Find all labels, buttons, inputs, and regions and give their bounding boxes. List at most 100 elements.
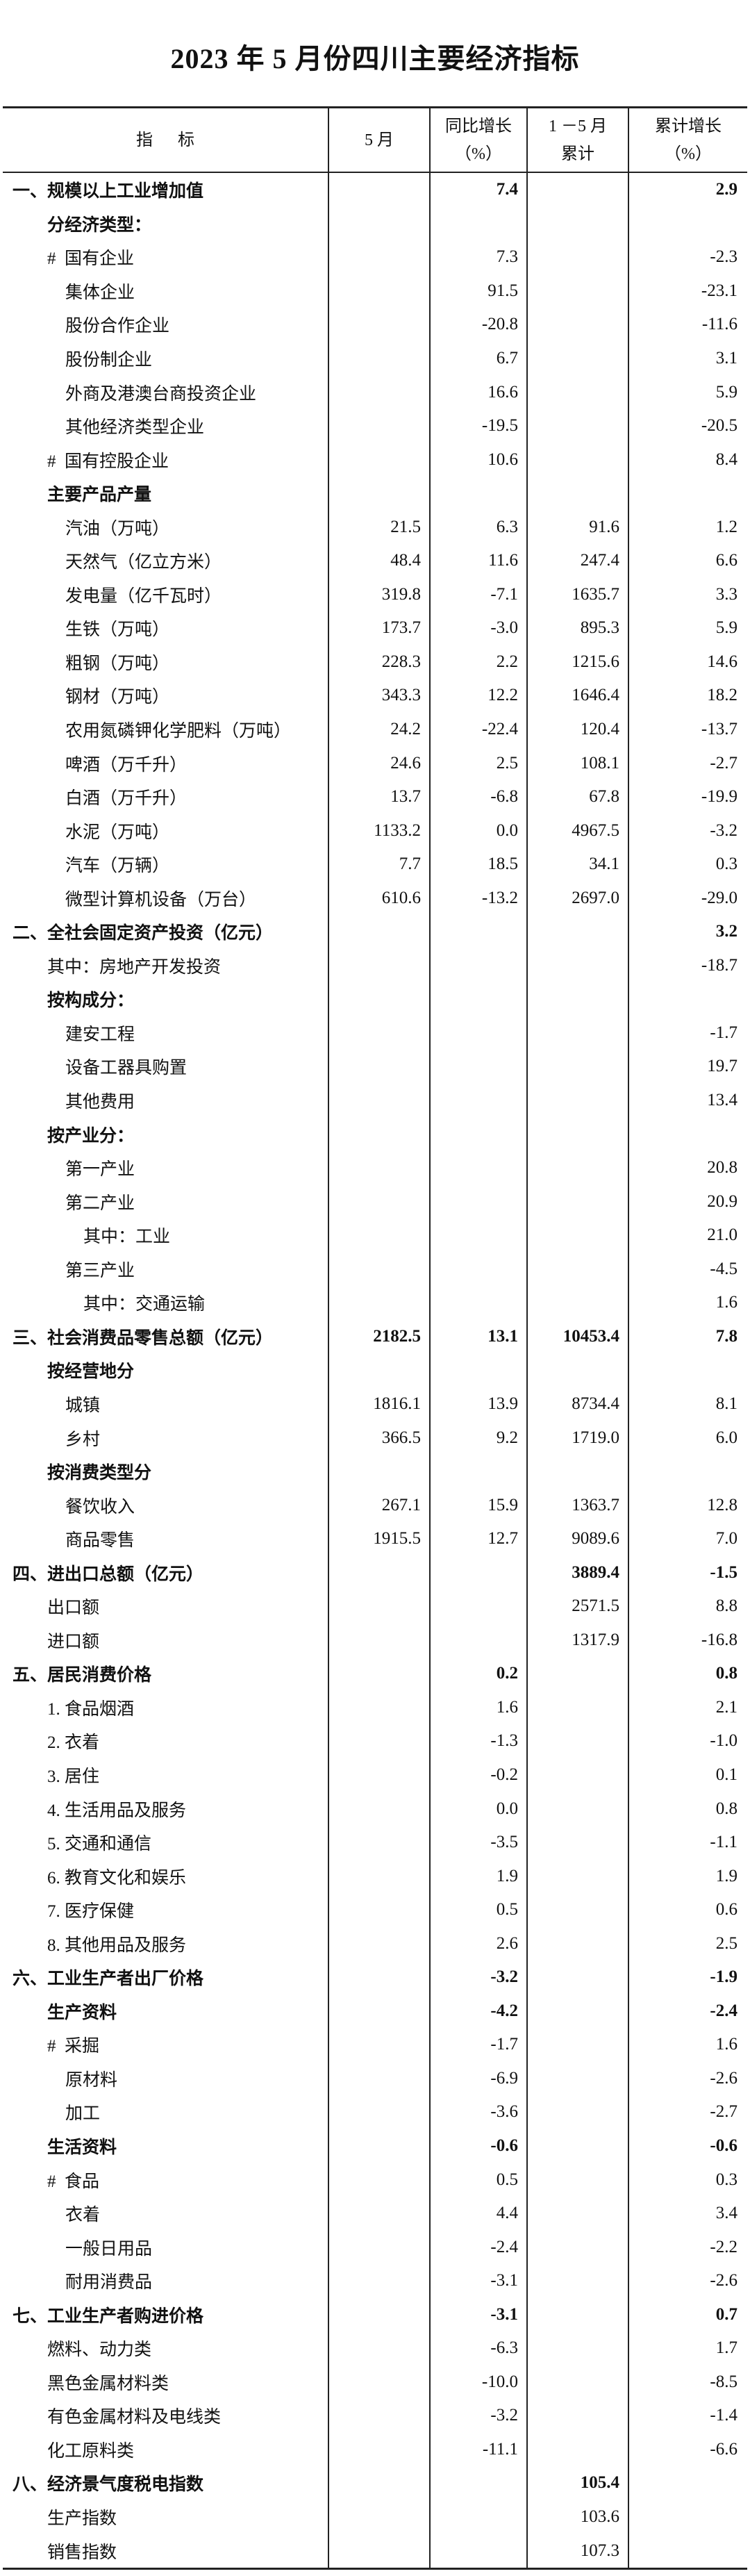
- row-label: 六、工业生产者出厂价格: [12, 1970, 204, 1989]
- row-label: 一、规模以上工业增加值: [12, 182, 204, 201]
- cell-yoy: [429, 476, 526, 511]
- cell-yoy: 0.0: [429, 1792, 526, 1826]
- cell-month: 1816.1: [328, 1387, 429, 1421]
- cell-yoy: -3.5: [429, 1825, 526, 1860]
- cell-month: [328, 1218, 429, 1253]
- cell-yoy: 13.1: [429, 1319, 526, 1354]
- cell-month: [328, 1150, 429, 1185]
- cell-month: [328, 2230, 429, 2264]
- cell-cumulative-growth: 0.3: [628, 2163, 747, 2197]
- row-label: 生活资料: [47, 2138, 117, 2157]
- cell-yoy: 13.9: [429, 1387, 526, 1421]
- table-row: 水泥（万吨） 1133.2 0.0 4967.5 -3.2: [3, 814, 747, 848]
- cell-cumulative-growth: [628, 476, 747, 511]
- cell-yoy: -2.4: [429, 2230, 526, 2264]
- cell-cumulative: 895.3: [526, 611, 628, 645]
- table-row: 出口额 2571.5 8.8: [3, 1589, 747, 1624]
- cell-cumulative-growth: 5.9: [628, 611, 747, 645]
- table-row: 加工 -3.6 -2.7: [3, 2095, 747, 2129]
- cell-yoy: -22.4: [429, 712, 526, 747]
- cell-month: 228.3: [328, 645, 429, 679]
- cell-cumulative: [526, 1859, 628, 1893]
- row-label: 粗钢（万吨）: [65, 654, 170, 673]
- cell-month: [328, 2196, 429, 2231]
- cell-cumulative-growth: 14.6: [628, 645, 747, 679]
- cell-month: [328, 948, 429, 983]
- row-label: 第二产业: [65, 1194, 135, 1213]
- cell-cumulative: [526, 2263, 628, 2298]
- cell-cumulative-growth: -4.5: [628, 1252, 747, 1287]
- header-yoy-line1: 同比增长: [445, 117, 512, 135]
- cell-cumulative-growth: 20.9: [628, 1184, 747, 1219]
- cell-cumulative-growth: -13.7: [628, 712, 747, 747]
- cell-cumulative: 4967.5: [526, 814, 628, 848]
- cell-cumulative: [526, 1825, 628, 1860]
- cell-month: [328, 1825, 429, 1860]
- row-label: 主要产品产量: [47, 486, 152, 505]
- row-label: 啤酒（万千升）: [65, 755, 188, 775]
- row-label: 生产资料: [47, 2003, 117, 2022]
- row-label: 第一产业: [65, 1160, 135, 1180]
- cell-month: [328, 375, 429, 409]
- cell-cumulative-growth: 0.3: [628, 847, 747, 882]
- row-label: 集体企业: [65, 283, 135, 302]
- table-row: 耐用消费品 -3.1 -2.6: [3, 2263, 747, 2298]
- cell-yoy: 4.4: [429, 2196, 526, 2231]
- section-row: 六、工业生产者出厂价格 -3.2 -1.9: [3, 1960, 747, 1995]
- cell-yoy: [429, 2534, 526, 2568]
- cell-cumulative-growth: -2.4: [628, 1994, 747, 2029]
- cell-cumulative-growth: -11.6: [628, 308, 747, 342]
- cell-yoy: [429, 2466, 526, 2500]
- table-row: 城镇 1816.1 13.9 8734.4 8.1: [3, 1387, 747, 1421]
- table-row: 主要产品产量: [3, 476, 747, 511]
- cell-cumulative-growth: [628, 1454, 747, 1489]
- cell-cumulative: 1635.7: [526, 577, 628, 612]
- cell-cumulative-growth: -18.7: [628, 948, 747, 983]
- row-label: 其他费用: [65, 1093, 135, 1112]
- cell-cumulative: 120.4: [526, 712, 628, 747]
- cell-yoy: [429, 982, 526, 1016]
- row-label: 4. 生活用品及服务: [47, 1801, 187, 1820]
- section-row: 五、居民消费价格 0.2 0.8: [3, 1657, 747, 1691]
- cell-yoy: 1.9: [429, 1859, 526, 1893]
- cell-yoy: -3.6: [429, 2095, 526, 2129]
- cell-yoy: 10.6: [429, 443, 526, 477]
- cell-yoy: -1.7: [429, 2028, 526, 2062]
- row-label: 汽车（万辆）: [65, 857, 170, 876]
- cell-cumulative: [526, 1960, 628, 1995]
- table-row: 白酒（万千升） 13.7 -6.8 67.8 -19.9: [3, 779, 747, 814]
- row-label: 四、进出口总额（亿元）: [12, 1564, 204, 1584]
- cell-cumulative: [526, 240, 628, 274]
- cell-cumulative: 34.1: [526, 847, 628, 882]
- cell-yoy: [429, 1353, 526, 1387]
- table-row: 啤酒（万千升） 24.6 2.5 108.1 -2.7: [3, 746, 747, 780]
- cell-cumulative-growth: -2.7: [628, 746, 747, 780]
- row-label: 城镇: [65, 1396, 101, 1415]
- cell-month: [328, 1892, 429, 1927]
- cell-yoy: 0.5: [429, 2163, 526, 2197]
- cell-month: [328, 2061, 429, 2096]
- table-row: 外商及港澳台商投资企业 16.6 5.9: [3, 375, 747, 409]
- cell-month: [328, 2399, 429, 2433]
- table-row: 其中：工业 21.0: [3, 1218, 747, 1253]
- cell-cumulative-growth: 1.2: [628, 510, 747, 545]
- cell-month: [328, 206, 429, 241]
- cell-yoy: 2.5: [429, 746, 526, 780]
- cell-cumulative-growth: [628, 982, 747, 1016]
- cell-month: 343.3: [328, 679, 429, 713]
- table-row: 生铁（万吨） 173.7 -3.0 895.3 5.9: [3, 611, 747, 645]
- header-indicator: 指 标: [136, 131, 194, 149]
- cell-cumulative-growth: 1.9: [628, 1859, 747, 1893]
- cell-cumulative: 3889.4: [526, 1555, 628, 1590]
- cell-yoy: [429, 1623, 526, 1658]
- row-label: 餐饮收入: [65, 1497, 135, 1517]
- cell-cumulative-growth: 0.7: [628, 2297, 747, 2331]
- cell-month: [328, 1252, 429, 1287]
- cell-month: [328, 240, 429, 274]
- cell-cumulative: [526, 1218, 628, 1253]
- cell-month: [328, 1117, 429, 1151]
- cell-yoy: 7.4: [429, 173, 526, 207]
- cell-yoy: -11.1: [429, 2432, 526, 2467]
- cell-month: [328, 2534, 429, 2568]
- cell-cumulative: [526, 1083, 628, 1118]
